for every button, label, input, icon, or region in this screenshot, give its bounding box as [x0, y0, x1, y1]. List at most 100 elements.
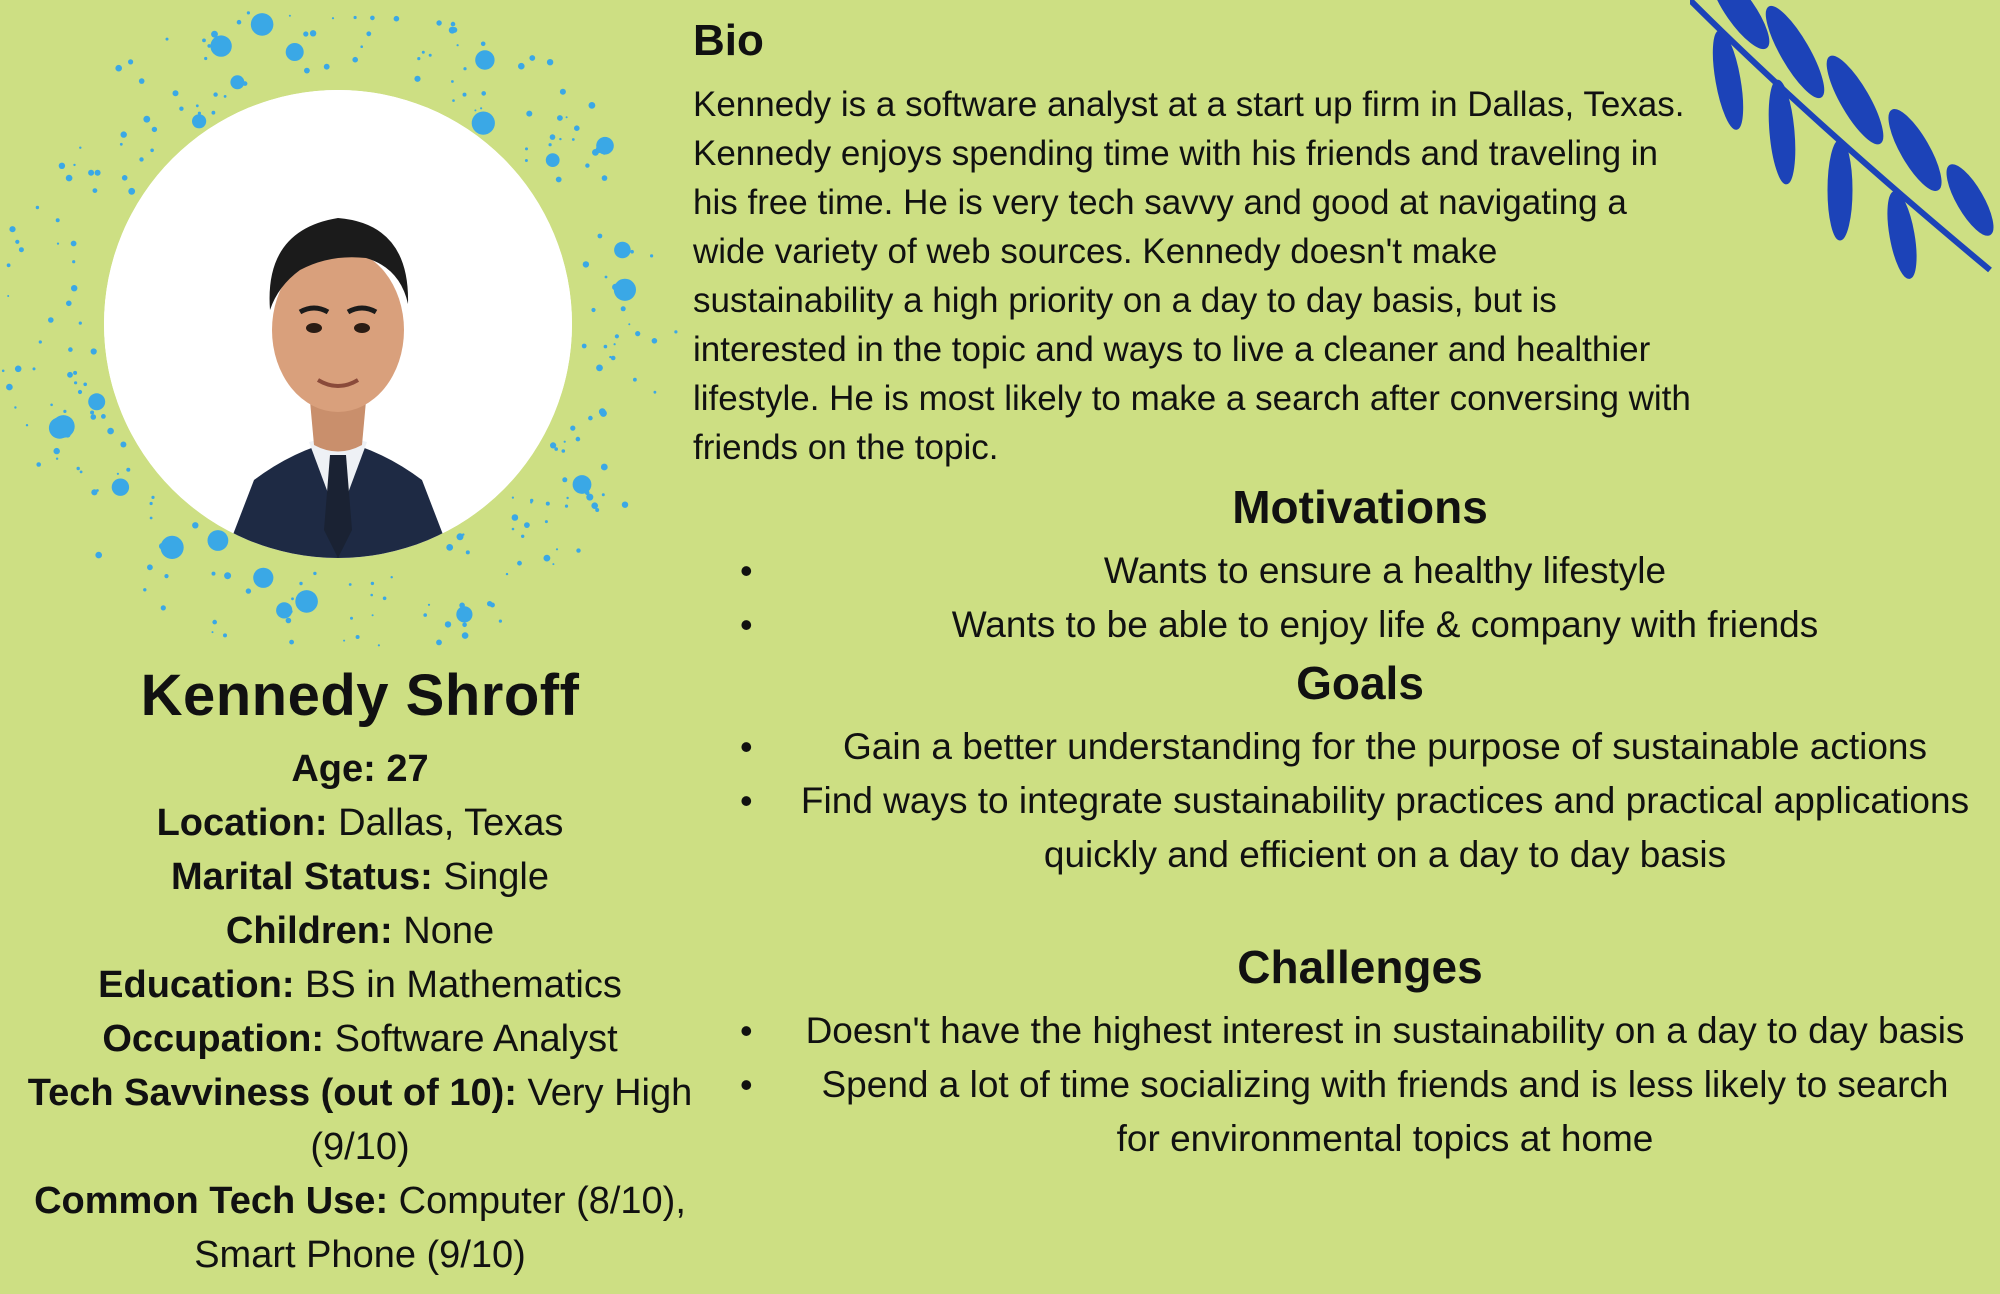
paint-dot: [511, 496, 514, 499]
paint-dot: [550, 442, 557, 449]
paint-dot: [602, 151, 607, 155]
paint-dot: [303, 31, 309, 37]
paint-dot: [165, 37, 169, 41]
paint-dot: [348, 583, 352, 586]
paint-dot: [35, 205, 40, 210]
paint-dot: [559, 137, 562, 141]
bio-text: Kennedy is a software analyst at a start…: [693, 85, 1691, 467]
paint-dot: [246, 11, 250, 15]
education-line: Education: BS in Mathematics: [0, 958, 720, 1012]
paint-dot: [63, 409, 67, 413]
common-tech-use-line: Common Tech Use: Computer (8/10), Smart …: [0, 1174, 720, 1282]
goals-heading: Goals: [1296, 657, 1424, 709]
paint-dot: [15, 239, 20, 244]
list-item: • Wants to be able to enjoy life & compan…: [720, 598, 2000, 652]
motivation-text: Wants to be able to enjoy life & company…: [951, 604, 1819, 645]
location-value: Dallas, Texas: [327, 802, 564, 844]
list-item: • Spend a lot of time socializing with fr…: [720, 1058, 2000, 1166]
marital-status-value: Single: [432, 856, 550, 898]
paint-dot: [66, 300, 72, 307]
paint-dot: [14, 365, 22, 373]
paint-dot: [304, 67, 310, 74]
goal-text: Find ways to integrate sustainability pr…: [800, 780, 1970, 875]
paint-dot: [211, 571, 216, 576]
paint-dot: [164, 574, 169, 579]
paint-dot: [236, 19, 242, 25]
paint-dot: [596, 136, 614, 155]
paint-dot: [530, 501, 533, 504]
occupation-value: Software Analyst: [324, 1018, 618, 1060]
paint-dot: [511, 527, 515, 531]
paint-dot: [160, 535, 184, 560]
paint-dot: [55, 218, 60, 223]
paint-dot: [474, 109, 477, 112]
paint-dot: [390, 576, 393, 579]
paint-dot: [563, 440, 566, 443]
paint-dot: [291, 597, 294, 601]
paint-dot: [588, 415, 593, 421]
paint-dot: [289, 639, 294, 645]
paint-dot: [107, 427, 114, 435]
tech-savviness-line: Tech Savviness (out of 10): Very High (9…: [0, 1066, 720, 1174]
paint-dot: [50, 403, 53, 407]
paint-dot: [525, 147, 528, 151]
person-portrait-icon: [104, 90, 572, 558]
paint-dot: [462, 92, 467, 97]
paint-dot: [211, 30, 218, 38]
paint-dot: [242, 81, 248, 86]
age-label: Age: 27: [291, 748, 429, 790]
paint-dot: [613, 278, 637, 301]
education-label: Education:: [98, 964, 295, 1006]
paint-dot: [487, 601, 493, 607]
common-tech-use-label: Common Tech Use:: [34, 1180, 389, 1222]
paint-dot: [101, 414, 106, 419]
paint-dot: [6, 383, 13, 391]
persona-name: Kennedy Shroff: [140, 663, 580, 728]
paint-dot: [575, 436, 581, 442]
paint-dot: [295, 590, 318, 613]
marital-status-line: Marital Status: Single: [0, 850, 720, 904]
paint-dot: [591, 307, 596, 313]
paint-dot: [73, 370, 78, 375]
paint-dot: [116, 472, 119, 475]
paint-dot: [366, 31, 372, 37]
paint-dot: [505, 572, 509, 576]
common-tech-use-value: Computer (8/10), Smart Phone (9/10): [194, 1180, 686, 1276]
paint-dot: [223, 633, 227, 638]
paint-dot: [588, 102, 596, 109]
paint-dot: [83, 382, 87, 387]
paint-dot: [498, 619, 502, 623]
paint-dot: [285, 617, 292, 624]
list-item: • Wants to ensure a healthy lifestyle: [720, 544, 2000, 598]
paint-dot: [555, 548, 559, 551]
paint-dot: [598, 408, 606, 416]
paint-dot: [421, 50, 425, 54]
paint-dot: [463, 67, 467, 71]
location-line: Location: Dallas, Texas: [0, 796, 720, 850]
motivations-list: • Wants to ensure a healthy lifestyle • Wa…: [720, 544, 2000, 652]
paint-dot: [65, 174, 73, 182]
paint-dot: [120, 131, 127, 138]
paint-dot: [517, 560, 522, 566]
paint-dot: [566, 496, 569, 500]
paint-dot: [179, 106, 184, 111]
education-value: BS in Mathematics: [294, 964, 622, 1006]
paint-dot: [94, 169, 101, 176]
paint-dot: [58, 162, 66, 169]
paint-dot: [197, 111, 201, 115]
marital-status-label: Marital Status:: [170, 856, 433, 898]
paint-dot: [14, 406, 17, 409]
paint-dot: [543, 554, 551, 562]
paint-dot: [128, 187, 136, 195]
paint-dot: [331, 17, 335, 20]
paint-dot: [603, 344, 608, 349]
paint-dot: [92, 188, 98, 194]
paint-dot: [591, 502, 598, 510]
paint-dot: [545, 501, 550, 506]
paint-dot: [36, 462, 41, 467]
paint-dot: [544, 520, 548, 524]
bullet-icon: •: [740, 726, 753, 767]
paint-dot: [74, 381, 78, 385]
paint-dot: [210, 35, 232, 57]
paint-dot: [195, 104, 199, 108]
